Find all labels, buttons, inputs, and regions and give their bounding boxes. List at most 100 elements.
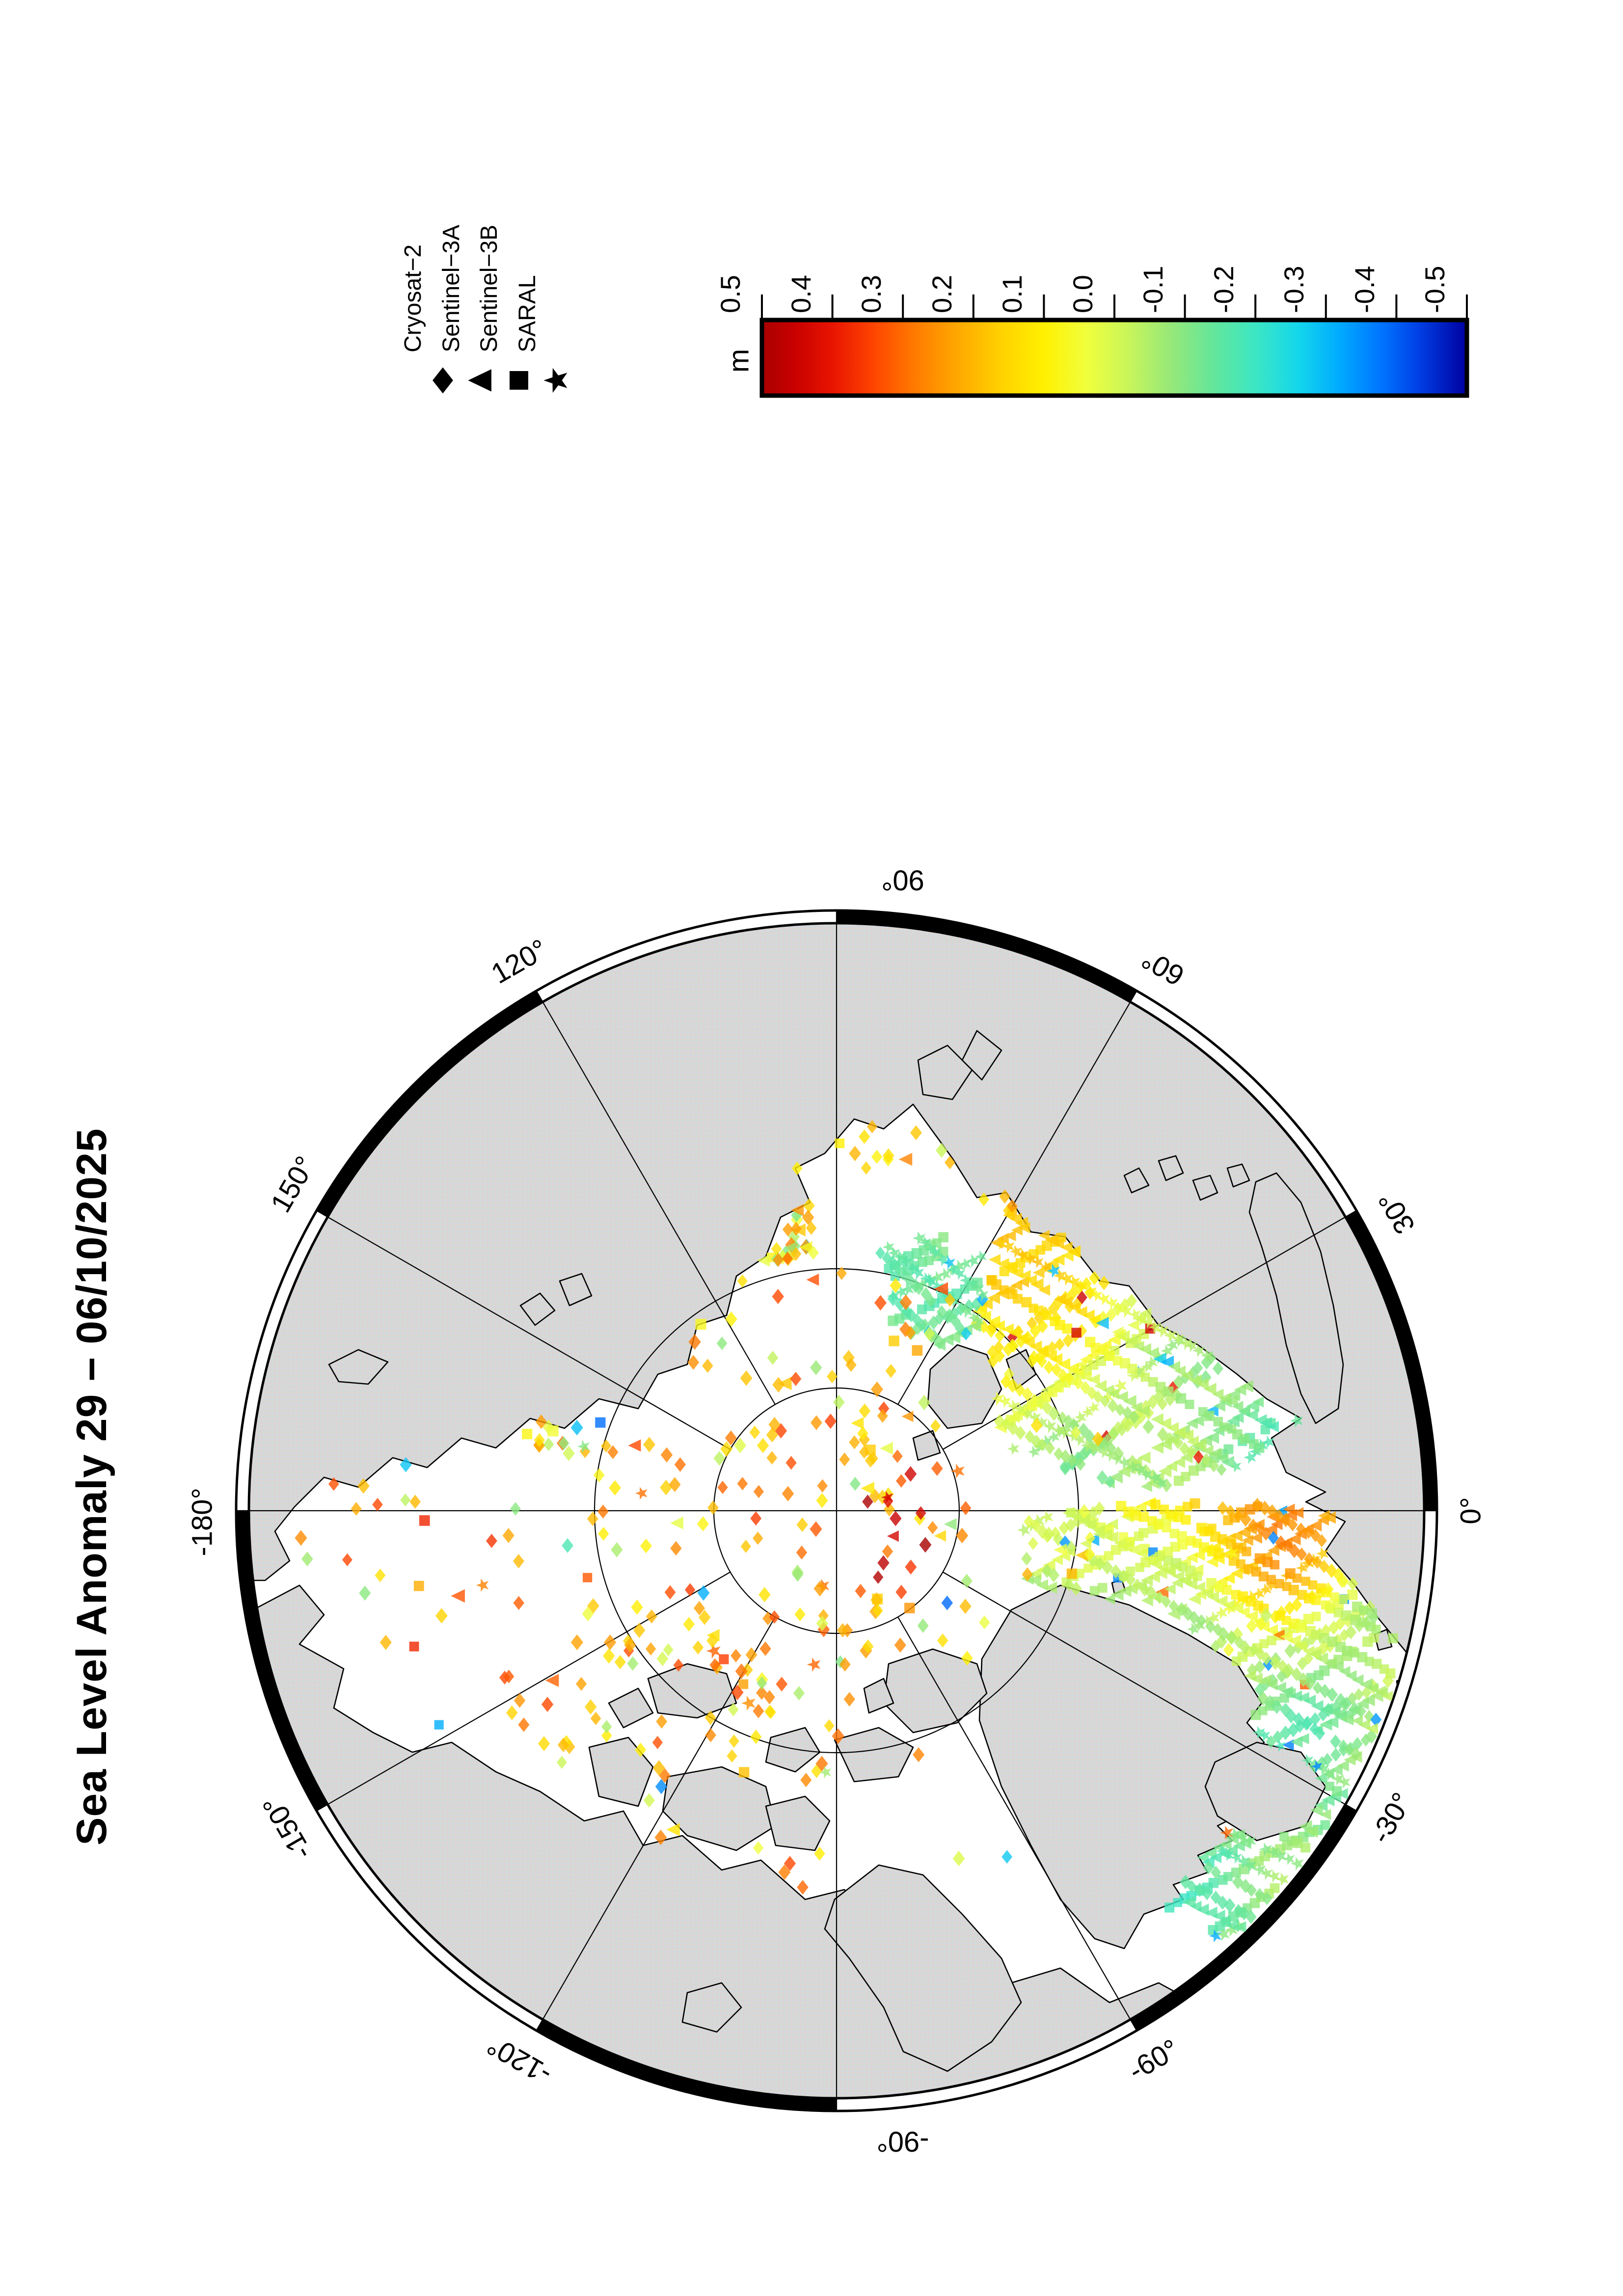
data-point (434, 1720, 444, 1730)
data-point (941, 1595, 953, 1610)
data-point (513, 1596, 524, 1610)
data-point (1270, 1560, 1280, 1570)
legend-symbol-star (543, 368, 568, 393)
data-point (873, 1570, 884, 1584)
data-point (745, 1647, 757, 1662)
data-point (435, 1608, 448, 1624)
data-point (753, 1704, 764, 1718)
land-polygon-23 (647, 1663, 737, 1719)
data-point (750, 1511, 762, 1526)
data-point (759, 1641, 771, 1656)
data-point (1371, 1625, 1381, 1634)
land-polygon-25 (588, 1736, 654, 1807)
data-point (510, 1502, 521, 1516)
data-point (1213, 1362, 1223, 1376)
land-polygon-30 (681, 1982, 742, 2033)
data-point (796, 1545, 808, 1560)
data-point (870, 1381, 883, 1397)
data-point (931, 1461, 943, 1476)
legend-symbol-square (510, 371, 528, 390)
data-point (767, 1351, 779, 1365)
data-point (1320, 1820, 1330, 1830)
data-point (904, 1602, 915, 1613)
data-point (901, 1411, 914, 1422)
data-point (1177, 1531, 1187, 1542)
lon-label--90°: -90° (876, 2125, 929, 2158)
data-point (793, 1686, 805, 1701)
land-polygon-29 (824, 1864, 1022, 2072)
land-polygon-15 (328, 1349, 389, 1385)
data-point (1204, 1411, 1215, 1421)
data-point (1292, 1574, 1302, 1583)
colorbar-tick-8: -0.3 (1278, 266, 1309, 314)
data-point (640, 1538, 652, 1553)
data-point (740, 1370, 753, 1386)
data-point (792, 1567, 804, 1582)
data-point (827, 1369, 838, 1384)
ring-black-arc (1345, 1210, 1437, 1511)
data-point (849, 1435, 860, 1449)
data-point (1162, 1523, 1171, 1533)
data-point (934, 1530, 946, 1542)
land-polygon-18 (1374, 1629, 1393, 1651)
lon-label-90°: 90° (881, 864, 924, 896)
lon-label--180°: -180° (186, 1487, 218, 1556)
data-point (716, 1336, 728, 1350)
data-point (1054, 1543, 1067, 1556)
data-point (1367, 1608, 1377, 1619)
data-point (1150, 1499, 1161, 1510)
data-point (824, 1719, 835, 1733)
data-point (513, 1554, 524, 1569)
meridian-line (536, 990, 776, 1405)
data-point (486, 1533, 497, 1548)
ring-black-arc (236, 1510, 328, 1811)
meridian-line (897, 1616, 1137, 2031)
data-point (898, 1152, 913, 1166)
data-point (545, 1674, 559, 1687)
data-point (944, 1518, 957, 1530)
colorbar-tick-2: 0.3 (856, 275, 887, 313)
data-point (643, 1793, 655, 1808)
data-point (1208, 1878, 1218, 1888)
data-point (782, 1486, 794, 1501)
data-point (351, 1502, 362, 1516)
data-point (702, 1359, 713, 1373)
data-point (1300, 1842, 1311, 1853)
data-point (1388, 1633, 1398, 1644)
data-point (843, 1692, 855, 1707)
data-point (871, 1149, 883, 1164)
data-point (753, 1485, 764, 1498)
data-point (522, 1429, 533, 1440)
data-point (730, 1649, 741, 1663)
ring-black-arc (536, 2019, 837, 2111)
data-point (794, 1607, 806, 1622)
data-point (835, 1138, 845, 1148)
data-point (975, 1250, 987, 1263)
data-point (670, 1517, 683, 1530)
data-point (887, 1530, 899, 1542)
colorbar (759, 294, 1469, 398)
land-polygon-8 (1158, 1155, 1184, 1181)
data-point (1217, 1534, 1227, 1544)
data-point (400, 1493, 411, 1507)
data-point (674, 1457, 686, 1472)
data-point (919, 1537, 932, 1553)
land-polygon-12 (961, 1030, 1002, 1081)
data-point (741, 1695, 756, 1711)
data-point (1221, 1585, 1232, 1595)
data-point (705, 1728, 716, 1742)
land-polygon-11 (917, 1044, 973, 1100)
data-point (584, 1699, 597, 1715)
data-point (740, 1540, 751, 1553)
data-point (810, 1360, 822, 1375)
data-point (538, 1736, 550, 1751)
data-point (583, 1573, 593, 1582)
data-point (790, 1371, 802, 1386)
data-point (1311, 1630, 1321, 1640)
colorbar-tick-9: -0.4 (1349, 266, 1380, 314)
data-point (757, 1438, 769, 1453)
data-point (697, 1585, 710, 1601)
data-point (372, 1497, 383, 1512)
data-point (1097, 1583, 1108, 1593)
